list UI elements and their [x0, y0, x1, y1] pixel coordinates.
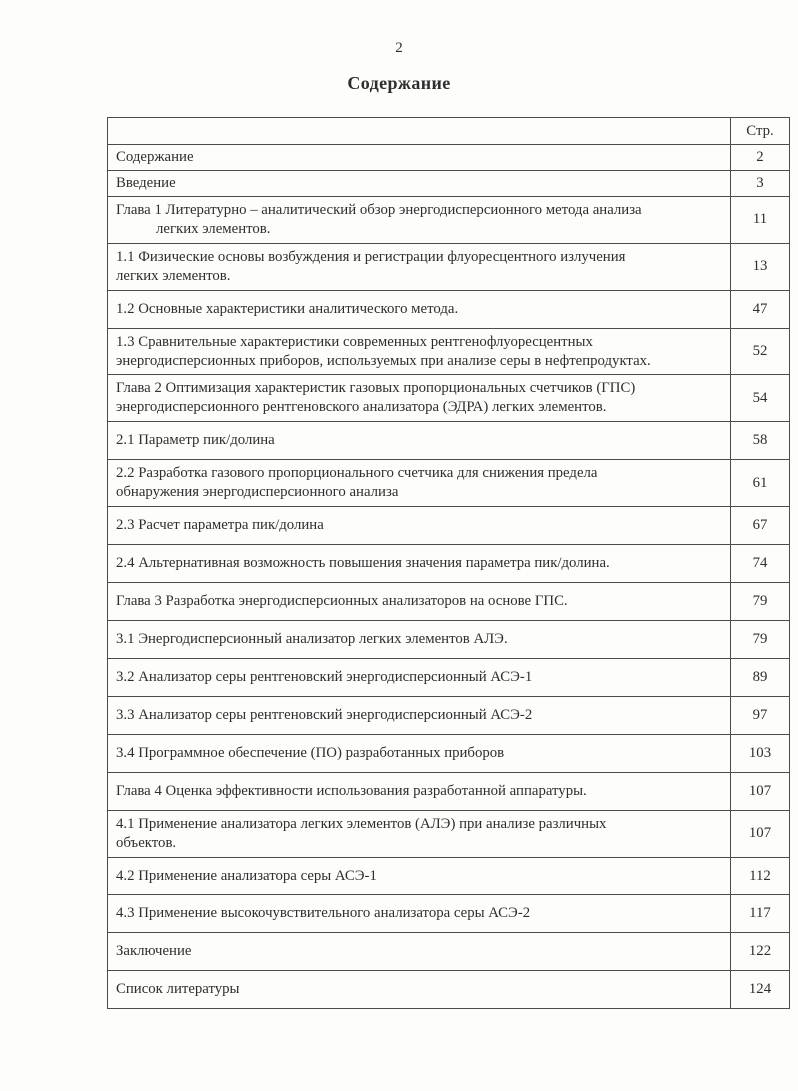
table-row: 2.2 Разработка газового пропорциональног… [107, 459, 790, 508]
toc-entry-page: 79 [730, 582, 790, 621]
table-row: 4.3 Применение высокочувствительного ана… [107, 894, 790, 934]
toc-entry-page: 124 [730, 970, 790, 1010]
toc-entry-title: 2.3 Расчет параметра пик/долина [107, 506, 731, 546]
toc-header-empty-cell [107, 117, 731, 145]
toc-entry-title: Содержание [107, 144, 731, 171]
toc-entry-title: 2.1 Параметр пик/долина [107, 421, 731, 461]
toc-entry-title: 2.4 Альтернативная возможность повышения… [107, 544, 731, 583]
toc-entry-page: 67 [730, 506, 790, 546]
toc-entry-title: 1.1 Физические основы возбуждения и реги… [107, 242, 731, 291]
toc-table-body: Содержание 2 Введение 3 Глава 1 Литературно … [107, 144, 790, 1010]
toc-entry-title: 3.2 Анализатор серы рентгеновский энерго… [107, 657, 731, 697]
table-row: Глава 1 Литературно – аналитический обзо… [107, 195, 790, 244]
toc-entry-page: 122 [730, 932, 790, 972]
toc-entry-page: 103 [730, 733, 790, 773]
toc-header-page-label: Стр. [730, 117, 790, 145]
table-header-row: Стр. [107, 117, 790, 145]
toc-entry-title: 3.1 Энергодисперсионный анализатор легки… [107, 619, 731, 659]
toc-entry-page: 52 [730, 327, 790, 376]
toc-entry-title: Заключение [107, 932, 731, 972]
toc-entry-page: 11 [730, 195, 790, 244]
toc-entry-title: Введение [107, 169, 731, 197]
toc-entry-title: 3.3 Анализатор серы рентгеновский энерго… [107, 695, 731, 735]
toc-entry-title: 4.3 Применение высокочувствительного ана… [107, 894, 731, 934]
toc-entry-title: 4.1 Применение анализатора легких элемен… [107, 809, 731, 858]
toc-entry-page: 13 [730, 242, 790, 291]
toc-entry-page: 3 [730, 169, 790, 197]
toc-entry-page: 97 [730, 695, 790, 735]
toc-entry-title: Список литературы [107, 970, 731, 1010]
table-row: Введение 3 [107, 169, 790, 197]
toc-entry-page: 107 [730, 809, 790, 858]
toc-entry-page: 58 [730, 421, 790, 461]
toc-entry-title: 4.2 Применение анализатора серы АСЭ-1 [107, 856, 731, 896]
table-row: 1.2 Основные характеристики аналитическо… [107, 289, 790, 329]
toc-entry-title: 1.2 Основные характеристики аналитическо… [107, 289, 731, 329]
toc-entry-page: 54 [730, 374, 790, 423]
page-number: 2 [395, 40, 403, 56]
table-row: 1.1 Физические основы возбуждения и реги… [107, 242, 790, 291]
table-row: 2.1 Параметр пик/долина 58 [107, 421, 790, 461]
toc-entry-page: 47 [730, 289, 790, 329]
table-row: 3.4 Программное обеспечение (ПО) разрабо… [107, 733, 790, 773]
toc-entry-title: Глава 2 Оптимизация характеристик газовы… [107, 374, 731, 423]
table-row: Список литературы 124 [107, 970, 790, 1010]
toc-entry-page: 89 [730, 657, 790, 697]
toc-entry-page: 117 [730, 894, 790, 934]
toc-entry-title: Глава 1 Литературно – аналитический обзо… [107, 195, 731, 244]
table-row: Глава 2 Оптимизация характеристик газовы… [107, 374, 790, 423]
toc-entry-page: 79 [730, 619, 790, 659]
toc-entry-title: Глава 3 Разработка энергодисперсионных а… [107, 582, 731, 621]
table-row: 3.2 Анализатор серы рентгеновский энерго… [107, 657, 790, 697]
table-row: 1.3 Сравнительные характеристики совреме… [107, 327, 790, 376]
toc-entry-page: 107 [730, 771, 790, 811]
toc-table: Стр. Содержание 2 Введение 3 Глава 1 Литерат… [107, 117, 790, 1010]
table-row: Глава 3 Разработка энергодисперсионных а… [107, 582, 790, 621]
toc-entry-page: 112 [730, 856, 790, 896]
table-row: 4.2 Применение анализатора серы АСЭ-1 112 [107, 856, 790, 896]
table-row: 3.1 Энергодисперсионный анализатор легки… [107, 619, 790, 659]
table-row: 3.3 Анализатор серы рентгеновский энерго… [107, 695, 790, 735]
toc-entry-page: 2 [730, 144, 790, 171]
toc-entry-title: 1.3 Сравнительные характеристики совреме… [107, 327, 731, 376]
table-row: Содержание 2 [107, 144, 790, 171]
toc-entry-title: 3.4 Программное обеспечение (ПО) разрабо… [107, 733, 731, 773]
toc-entry-page: 61 [730, 459, 790, 508]
table-row: 2.4 Альтернативная возможность повышения… [107, 544, 790, 583]
table-row: Заключение 122 [107, 932, 790, 972]
toc-entry-title: Глава 4 Оценка эффективности использован… [107, 771, 731, 811]
toc-entry-title: 2.2 Разработка газового пропорциональног… [107, 459, 731, 508]
toc-entry-page: 74 [730, 544, 790, 583]
table-row: 4.1 Применение анализатора легких элемен… [107, 809, 790, 858]
table-row: Глава 4 Оценка эффективности использован… [107, 771, 790, 811]
table-row: 2.3 Расчет параметра пик/долина 67 [107, 506, 790, 546]
page-title: Содержание [347, 73, 451, 93]
